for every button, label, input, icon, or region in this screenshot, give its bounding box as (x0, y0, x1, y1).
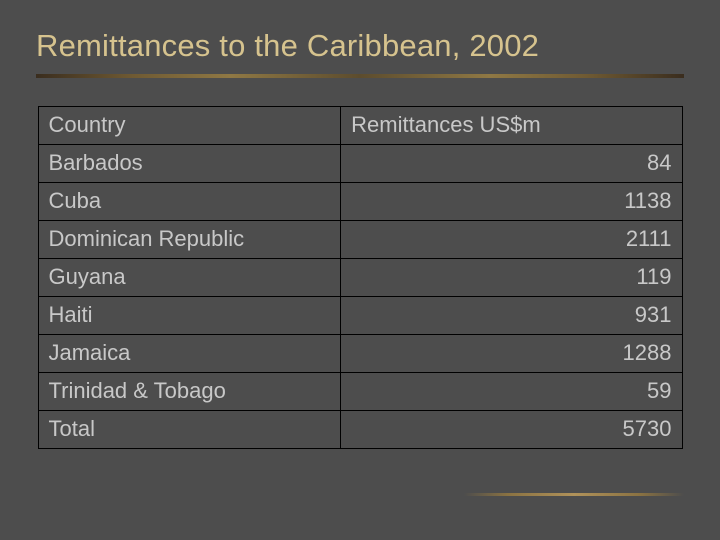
cell-country: Barbados (38, 145, 341, 183)
cell-country: Trinidad & Tobago (38, 373, 341, 411)
col-header-country: Country (38, 107, 341, 145)
title-underline (36, 74, 684, 78)
cell-value: 1288 (341, 335, 682, 373)
remittances-table-wrap: Country Remittances US$m Barbados 84 Cub… (38, 106, 683, 449)
cell-value: 2111 (341, 221, 682, 259)
table-row: Jamaica 1288 (38, 335, 682, 373)
cell-value: 931 (341, 297, 682, 335)
cell-value: 119 (341, 259, 682, 297)
table-row: Haiti 931 (38, 297, 682, 335)
cell-value: 59 (341, 373, 682, 411)
cell-country: Cuba (38, 183, 341, 221)
table-header-row: Country Remittances US$m (38, 107, 682, 145)
footer-accent-line (464, 493, 684, 496)
table-row: Dominican Republic 2111 (38, 221, 682, 259)
cell-value: 5730 (341, 411, 682, 449)
cell-value: 84 (341, 145, 682, 183)
slide: Remittances to the Caribbean, 2002 Count… (0, 0, 720, 540)
table-row: Cuba 1138 (38, 183, 682, 221)
cell-country: Dominican Republic (38, 221, 341, 259)
cell-country: Jamaica (38, 335, 341, 373)
table-row: Trinidad & Tobago 59 (38, 373, 682, 411)
page-title: Remittances to the Caribbean, 2002 (36, 28, 684, 64)
cell-country: Guyana (38, 259, 341, 297)
table-row: Guyana 119 (38, 259, 682, 297)
table-row: Barbados 84 (38, 145, 682, 183)
cell-country: Haiti (38, 297, 341, 335)
cell-country: Total (38, 411, 341, 449)
table-row: Total 5730 (38, 411, 682, 449)
remittances-table: Country Remittances US$m Barbados 84 Cub… (38, 106, 683, 449)
cell-value: 1138 (341, 183, 682, 221)
col-header-value: Remittances US$m (341, 107, 682, 145)
